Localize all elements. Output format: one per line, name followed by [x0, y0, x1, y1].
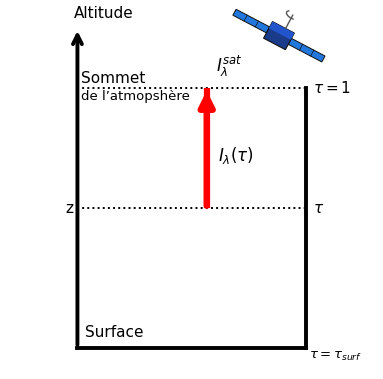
- Text: de l’atmopshère: de l’atmopshère: [81, 90, 190, 103]
- Text: $\tau$: $\tau$: [313, 201, 324, 216]
- Text: $I_{\lambda}^{sat}$: $I_{\lambda}^{sat}$: [216, 54, 242, 79]
- Polygon shape: [233, 9, 270, 33]
- Text: Sommet: Sommet: [81, 71, 146, 86]
- Text: Altitude: Altitude: [74, 6, 133, 20]
- Polygon shape: [269, 22, 294, 40]
- Text: Surface: Surface: [85, 325, 144, 340]
- Text: $\tau = 1$: $\tau = 1$: [313, 80, 351, 96]
- Polygon shape: [288, 38, 325, 62]
- Text: $\tau = \tau_{surf}$: $\tau = \tau_{surf}$: [309, 349, 363, 363]
- Polygon shape: [264, 22, 294, 50]
- Text: z: z: [65, 201, 74, 216]
- Text: $I_{\lambda}(\tau)$: $I_{\lambda}(\tau)$: [218, 146, 254, 166]
